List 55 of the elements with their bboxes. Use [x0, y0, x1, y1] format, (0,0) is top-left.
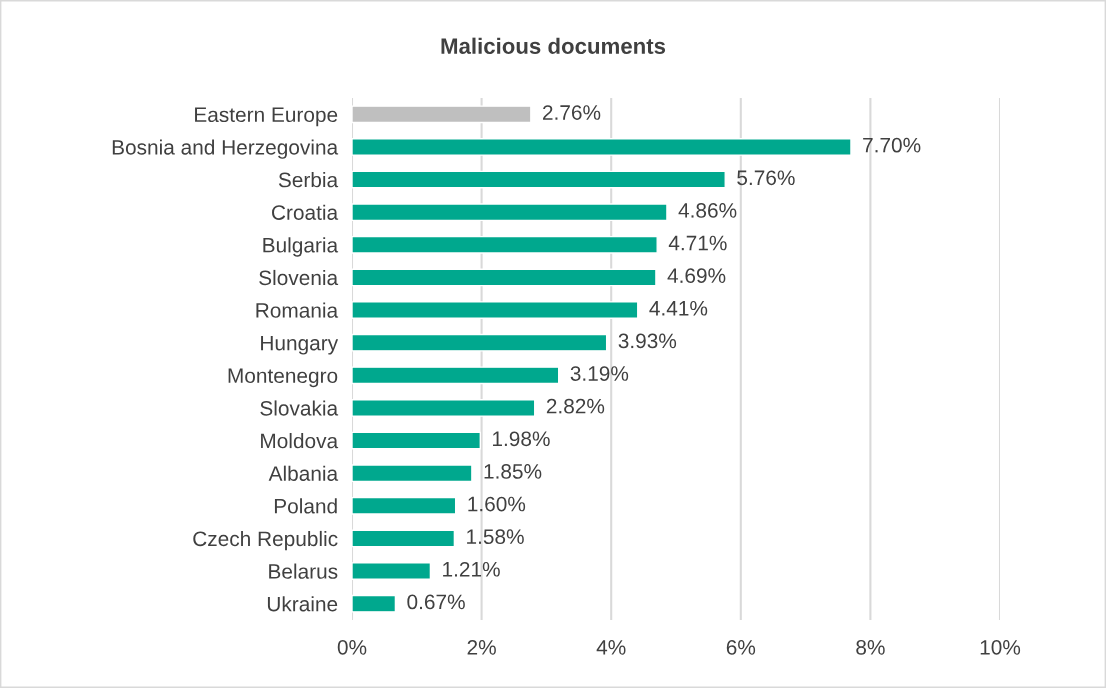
- data-label: 1.85%: [484, 464, 542, 479]
- data-label: 1.58%: [467, 529, 524, 545]
- y-tick-label: Albania: [268, 465, 339, 481]
- bar: [352, 431, 481, 450]
- data-label: 0.67%: [407, 594, 465, 610]
- x-tick-label: 8%: [856, 639, 885, 655]
- bar: [352, 268, 657, 287]
- bar: [352, 235, 658, 254]
- bar: [352, 105, 532, 124]
- data-label: 1.98%: [493, 431, 550, 447]
- data-label: 2.82%: [546, 398, 605, 414]
- y-tick-label: Eastern Europe: [195, 107, 338, 127]
- bar: [352, 562, 432, 580]
- y-tick-label: Moldova: [261, 433, 339, 449]
- chart-title: Malicious documents: [441, 37, 666, 54]
- bar: [352, 301, 639, 319]
- x-tick-label: 6%: [726, 639, 756, 655]
- bar: [352, 529, 456, 548]
- data-label: 3.93%: [618, 333, 677, 349]
- data-label: 1.60%: [468, 496, 526, 512]
- bar: [352, 366, 560, 385]
- data-label: 2.76%: [543, 105, 601, 120]
- data-label: 4.41%: [649, 300, 708, 316]
- x-tick-label: 10%: [980, 639, 1021, 655]
- y-tick-label: Slovenia: [259, 269, 339, 286]
- y-tick-label: Croatia: [272, 204, 339, 220]
- y-tick-label: Montenegro: [228, 368, 338, 388]
- y-tick-label: Romania: [256, 302, 339, 318]
- bar: [352, 399, 536, 417]
- y-tick-label: Hungary: [261, 335, 339, 355]
- data-label: 1.21%: [443, 561, 500, 577]
- bar: [352, 138, 852, 156]
- bar: [352, 333, 608, 352]
- bar: [352, 203, 668, 222]
- y-tick-label: Poland: [274, 498, 337, 514]
- data-label: 7.70%: [863, 137, 921, 153]
- bar: [352, 594, 397, 613]
- x-tick-label: 0%: [337, 639, 367, 655]
- data-label: 3.19%: [570, 366, 629, 381]
- bar: [352, 170, 726, 189]
- y-tick-label: Czech Republic: [193, 530, 338, 551]
- y-tick-label: Bulgaria: [263, 237, 339, 257]
- y-tick-label: Belarus: [269, 563, 338, 579]
- y-tick-label: Serbia: [278, 172, 339, 188]
- data-label: 4.71%: [668, 235, 727, 251]
- x-tick-label: 2%: [467, 639, 496, 655]
- data-label: 4.69%: [667, 268, 726, 284]
- bar: [352, 496, 457, 515]
- data-label: 4.86%: [678, 203, 737, 218]
- y-tick-label: Ukraine: [267, 596, 338, 612]
- x-tick-label: 4%: [596, 640, 626, 655]
- data-label: 5.76%: [737, 170, 795, 186]
- bar: [352, 464, 473, 483]
- y-tick-label: Slovakia: [260, 400, 339, 416]
- y-tick-label: Bosnia and Herzegovina: [112, 139, 339, 159]
